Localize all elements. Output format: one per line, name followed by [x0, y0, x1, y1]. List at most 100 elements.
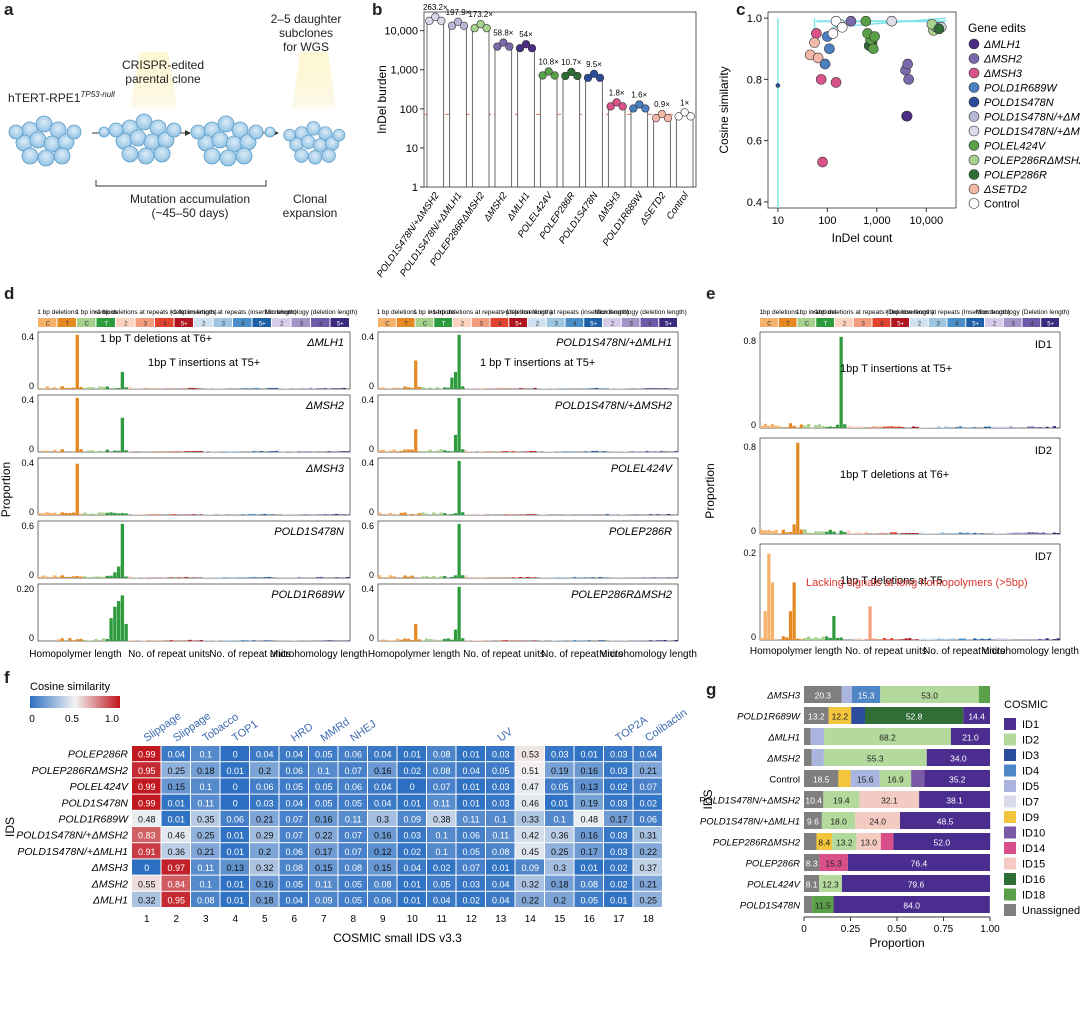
spectrum-bar — [533, 451, 537, 452]
legend-swatch — [1004, 904, 1016, 916]
spectrum-bar — [573, 640, 577, 641]
spectrum-bar — [396, 387, 400, 389]
data-point — [589, 69, 599, 78]
stacked-segment — [804, 854, 820, 871]
spectrum-bar — [207, 639, 211, 641]
spectrum-bar — [410, 449, 414, 452]
heatmap-cell — [191, 746, 220, 762]
spectrum-bar — [605, 388, 609, 389]
spectrum-bar — [229, 514, 234, 515]
spectrum-bar — [897, 426, 901, 428]
spectrum-bar — [893, 426, 897, 428]
spectrum-bar — [663, 640, 667, 641]
spectrum-bar — [177, 577, 181, 578]
spectrum-bar — [973, 638, 977, 640]
spectrum-bar — [868, 606, 872, 640]
spectrum-bar — [937, 533, 941, 534]
row-label: POLD1S478N/+ΔMLH1 — [700, 817, 800, 828]
spectrum-bar — [832, 531, 836, 534]
heatmap-value: 0.07 — [344, 847, 362, 857]
spectrum-bar — [385, 451, 389, 452]
row-label: POLEP286RΔMSH2 — [713, 838, 801, 849]
legend-label: ΔMSH2 — [983, 54, 1022, 66]
legend-marker — [968, 140, 980, 151]
heatmap-value: 0.1 — [317, 766, 330, 776]
heatmap-value: 0.17 — [315, 847, 333, 857]
spectrum-bar — [612, 451, 617, 452]
heatmap-cell — [191, 859, 220, 875]
spectrum-bar — [904, 533, 908, 534]
spectrum-bar — [388, 640, 393, 641]
spectrum-bar — [410, 387, 414, 389]
legend-marker — [968, 38, 980, 50]
mutation-accumulation-label: Mutation accumulation (~45–50 days) — [129, 192, 251, 220]
y-tick-label: 0 — [369, 444, 374, 454]
heatmap-cell — [604, 810, 633, 826]
panel-letter-a: a — [4, 0, 14, 19]
spectrum-bar — [271, 387, 275, 389]
spectrum-bar — [612, 640, 617, 641]
category-key-label: T — [786, 322, 790, 328]
spectrum-bar — [105, 575, 110, 578]
cell-cluster-1 — [8, 115, 82, 167]
x-tick-label: 15 — [554, 914, 566, 925]
spectrum-bar — [56, 451, 61, 452]
legend-swatch — [1004, 780, 1016, 792]
legend-marker — [968, 169, 980, 180]
spectrum-bar — [410, 640, 414, 641]
signature-aetiology-label: MMRd — [319, 716, 352, 744]
spectrum-bar — [381, 387, 385, 389]
spectrum-bar — [641, 576, 646, 578]
spectrum-bar — [248, 513, 252, 515]
spectrum-bar — [116, 388, 121, 389]
spectrum-bar — [421, 387, 425, 389]
spectrum-bar — [810, 533, 814, 534]
spectrum-bar — [821, 425, 825, 428]
x-tick-label: 11 — [437, 914, 448, 925]
heatmap-cell — [486, 859, 515, 875]
spectrum-bar — [482, 388, 487, 389]
heatmap-value: 0.45 — [521, 847, 539, 857]
spectrum-bar — [969, 427, 973, 428]
bar — [494, 44, 513, 188]
spectrum-title: ΔMSH3 — [305, 463, 345, 475]
spectrum-bar — [631, 640, 635, 641]
heatmap-value: 0.15 — [315, 863, 333, 873]
spectrum-bar — [890, 532, 894, 534]
spectrum-bar — [98, 386, 102, 389]
y-tick-label: 0 — [29, 507, 34, 517]
spectrum-bar — [973, 532, 977, 534]
heatmap-cell — [191, 843, 220, 859]
spectrum-bar — [947, 638, 952, 640]
spectrum-bar — [192, 451, 196, 452]
heatmap-value: 0.25 — [197, 831, 215, 841]
segment-value: 38.1 — [946, 795, 963, 805]
heatmap-value: 0.18 — [256, 895, 274, 905]
spectrum-bar — [955, 533, 959, 534]
y-tick-label: 0.4 — [21, 395, 34, 405]
spectrum-bar — [60, 638, 64, 641]
spectrum-bar — [75, 463, 79, 515]
x-group-label: Homopolymer length — [750, 646, 842, 657]
heatmap-cell — [545, 875, 574, 891]
spectrum-bar — [634, 514, 638, 515]
spectrum-bar — [342, 387, 346, 389]
segment-value: 19.4 — [833, 795, 850, 805]
x-group-label: Homopolymer length — [29, 649, 121, 660]
heatmap-value: 0.21 — [256, 814, 274, 824]
stacked-segment — [810, 728, 825, 745]
heatmap-cell — [515, 891, 544, 907]
category-key-label: 3 — [554, 322, 558, 328]
heatmap-cell — [309, 778, 338, 794]
category-color-key — [621, 318, 640, 327]
heatmap-value: 0.1 — [435, 847, 448, 857]
heatmap-cell — [397, 891, 426, 907]
spectrum-bar — [252, 576, 256, 578]
heatmap-value: 0.31 — [639, 831, 657, 841]
spectrum-bar — [128, 386, 132, 389]
heatmap-cell — [161, 778, 190, 794]
spectrum-bar — [667, 388, 671, 389]
spectrum-bar — [237, 451, 241, 452]
spectrum-bar — [598, 640, 602, 641]
heatmap-cell — [161, 843, 190, 859]
